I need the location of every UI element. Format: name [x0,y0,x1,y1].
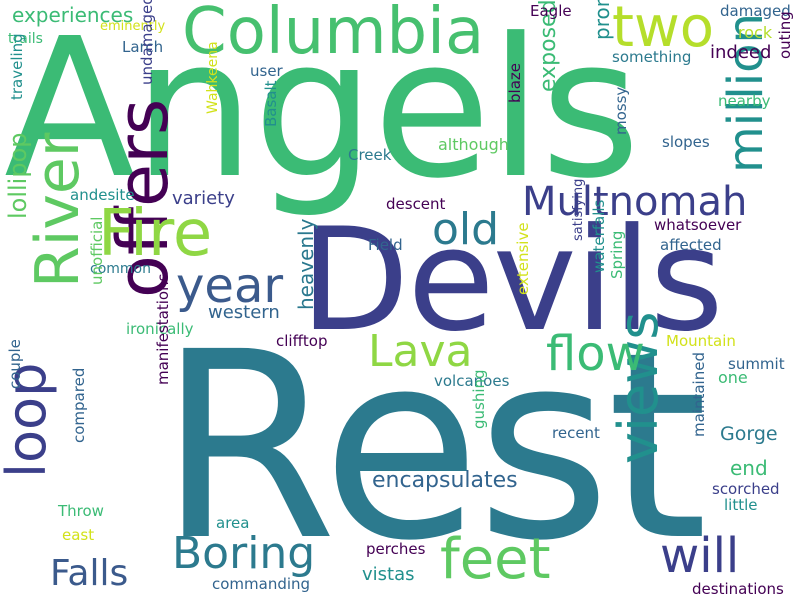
word-common: common [90,261,151,277]
word-trails: trails [8,31,43,47]
word-clifftop: clifftop [276,332,328,350]
word-devils: Devils [300,198,724,363]
word-recent: recent [552,424,600,442]
word-maintained: maintained [690,352,708,437]
word-creek: Creek [348,146,392,164]
word-gorge: Gorge [720,423,778,445]
word-compared: compared [70,367,88,443]
word-feet: feet [440,527,551,592]
word-lava: Lava [368,326,473,377]
word-destinations: destinations [692,580,784,598]
word-nearby: nearby [718,92,771,110]
word-fire: Fire [98,197,213,271]
word-field: Field [368,236,403,254]
word-experiences: experiences [12,3,134,27]
word-two: two [612,0,715,60]
word-vistas: vistas [362,564,415,585]
word-boring: Boring [172,528,316,579]
word-slopes: slopes [662,133,710,151]
word-user: user [250,62,283,80]
word-whatsoever: whatsoever [654,216,742,234]
word-larch: Larch [122,38,164,56]
word-angels: Angels [4,0,640,221]
word-throw: Throw [58,502,104,520]
word-rest: Rest [158,297,708,597]
word-mountain: Mountain [666,332,736,350]
word-affected: affected [660,236,722,254]
word-promontory: promontory [590,0,614,40]
word-columbia: Columbia [182,0,485,69]
word-year: year [176,258,284,314]
word-blaze: blaze [506,63,524,103]
word-one: one [718,368,748,387]
word-multnomah: Multnomah [522,179,748,225]
word-mossy: mossy [612,86,630,135]
word-gushing: gushing [470,369,488,429]
word-volcanoes: volcanoes [434,372,510,390]
word-lollipop: lollipop [4,132,32,219]
word-perches: perches [366,540,426,558]
word-basalt: Basalt [262,80,280,127]
word-andesite: andesite [70,186,135,204]
word-satisfying: satisfying [571,178,586,241]
word-eagle: Eagle [530,2,572,20]
word-variety: variety [172,188,235,209]
word-ironically: ironically [126,320,194,338]
word-unofficial: unofficial [88,216,106,285]
word-western: western [208,302,280,323]
word-falls: Falls [50,553,129,594]
word-waterfalls: waterfalls [590,199,608,273]
word-river: River [23,132,93,288]
word-undamaged: undamaged [138,0,156,85]
word-eminently: eminently [100,19,166,34]
word-indeed: indeed [710,42,772,63]
word-scorched: scorched [712,480,780,498]
word-summit: summit [728,355,785,373]
word-little: little [724,496,758,514]
word-wahkeena: Wahkeena [205,41,221,114]
word-old: old [432,204,500,255]
word-damaged: damaged [720,2,791,20]
word-manifestations: manifestations [154,273,172,385]
word-rock: rock [738,23,773,42]
word-end: end [730,456,768,480]
word-outing: outing [776,11,794,59]
word-spring: Spring [608,230,626,279]
word-east: east [62,526,95,544]
word-something: something [612,48,692,66]
word-traveling: traveling [8,33,26,100]
word-flow: flow [546,326,645,382]
word-commanding: commanding [212,575,311,593]
word-encapsulates: encapsulates [372,468,518,493]
word-extensive: extensive [514,222,532,295]
word-although: although [438,135,509,154]
word-will: will [660,528,740,584]
word-area: area [216,514,250,532]
word-descent: descent [386,195,446,213]
word-couple: couple [6,339,24,389]
word-heavenly: heavenly [294,218,318,310]
